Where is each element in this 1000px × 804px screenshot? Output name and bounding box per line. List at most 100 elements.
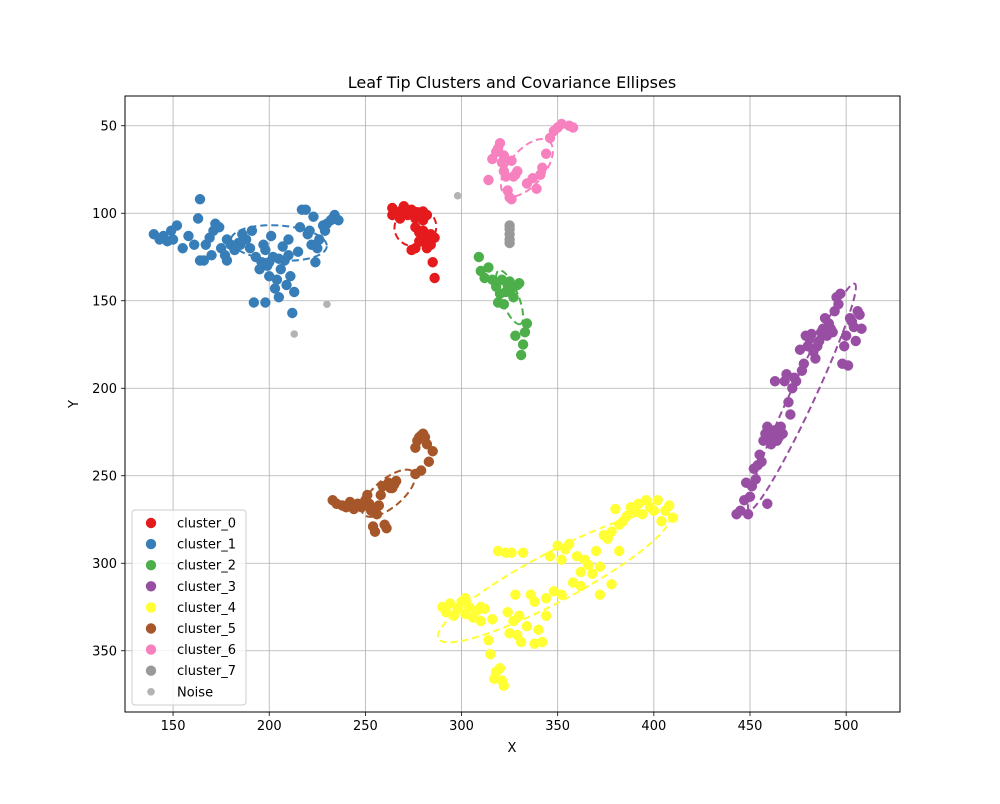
data-point-cluster_3 bbox=[842, 360, 854, 371]
data-point-cluster_1 bbox=[277, 241, 288, 252]
data-point-cluster_3 bbox=[839, 341, 850, 352]
data-point-cluster_7 bbox=[504, 237, 515, 249]
data-point-cluster_4 bbox=[610, 503, 621, 515]
data-point-cluster_1 bbox=[194, 194, 206, 205]
data-point-cluster_3 bbox=[854, 309, 865, 320]
data-point-cluster_4 bbox=[485, 649, 496, 660]
data-point-cluster_6 bbox=[506, 155, 517, 166]
data-point-cluster_1 bbox=[287, 307, 298, 319]
legend-label-cluster_0: cluster_0 bbox=[177, 517, 236, 532]
data-point-cluster_1 bbox=[281, 279, 292, 291]
data-point-cluster_3 bbox=[814, 335, 825, 347]
data-point-cluster_1 bbox=[265, 230, 277, 242]
data-point-cluster_1 bbox=[171, 220, 183, 231]
covariance-ellipse-cluster_2 bbox=[495, 269, 525, 326]
data-point-cluster_5 bbox=[373, 500, 385, 511]
data-point-cluster_2 bbox=[508, 292, 519, 303]
data-point-cluster_6 bbox=[498, 150, 510, 161]
data-point-cluster_4 bbox=[664, 500, 675, 511]
data-point-cluster_0 bbox=[417, 215, 429, 226]
data-point-cluster_3 bbox=[833, 299, 844, 310]
data-point-cluster_5 bbox=[362, 489, 373, 501]
data-point-cluster_1 bbox=[198, 255, 210, 266]
legend-label-cluster_5: cluster_5 bbox=[177, 622, 236, 637]
data-point-cluster_4 bbox=[475, 615, 486, 627]
y-tick-label: 200 bbox=[92, 382, 117, 397]
data-point-cluster_1 bbox=[271, 274, 283, 285]
legend-marker-cluster_6 bbox=[145, 644, 157, 655]
x-tick-label: 450 bbox=[738, 719, 763, 734]
data-point-cluster_3 bbox=[798, 358, 810, 369]
data-point-cluster_3 bbox=[850, 335, 861, 347]
data-point-cluster_0 bbox=[427, 257, 438, 268]
data-point-cluster_1 bbox=[283, 234, 294, 245]
data-point-cluster_2 bbox=[517, 339, 529, 350]
legend-label-cluster_6: cluster_6 bbox=[177, 643, 236, 658]
data-point-cluster_1 bbox=[167, 234, 179, 245]
x-axis-label: X bbox=[508, 741, 517, 756]
data-point-cluster_6 bbox=[506, 194, 517, 205]
data-point-cluster_6 bbox=[537, 162, 548, 173]
data-point-cluster_0 bbox=[402, 208, 413, 219]
data-point-cluster_4 bbox=[583, 559, 594, 571]
x-tick-label: 300 bbox=[449, 719, 474, 734]
y-tick-label: 250 bbox=[92, 469, 117, 484]
data-point-cluster_1 bbox=[285, 271, 296, 282]
legend-marker-cluster_5 bbox=[145, 623, 157, 634]
x-tick-label: 400 bbox=[641, 719, 666, 734]
data-point-cluster_4 bbox=[637, 509, 648, 520]
y-tick-label: 50 bbox=[100, 119, 117, 134]
x-tick-label: 150 bbox=[161, 719, 186, 734]
data-point-cluster_1 bbox=[221, 255, 233, 266]
data-point-cluster_4 bbox=[529, 638, 540, 649]
data-point-cluster_4 bbox=[594, 561, 606, 572]
data-point-cluster_3 bbox=[769, 376, 781, 387]
data-point-cluster_4 bbox=[510, 589, 521, 600]
plot-frame bbox=[124, 95, 901, 713]
data-point-cluster_1 bbox=[300, 204, 311, 215]
data-point-cluster_1 bbox=[310, 257, 321, 268]
data-point-cluster_4 bbox=[517, 547, 529, 558]
legend-marker-cluster_7 bbox=[145, 665, 157, 676]
data-point-cluster_2 bbox=[498, 299, 510, 310]
data-point-cluster_3 bbox=[783, 397, 794, 408]
data-point-cluster_1 bbox=[283, 250, 294, 261]
noise-point bbox=[453, 191, 462, 200]
data-point-cluster_4 bbox=[648, 505, 660, 516]
data-point-cluster_1 bbox=[289, 286, 300, 298]
data-point-cluster_4 bbox=[606, 579, 617, 590]
tick-layer: 150 200 250 300 350 400 450 500 50 100 150 200 250 30… bbox=[92, 119, 858, 734]
data-point-cluster_2 bbox=[514, 278, 525, 289]
data-point-cluster_4 bbox=[575, 580, 586, 592]
data-point-cluster_4 bbox=[540, 593, 552, 604]
legend-label-cluster_3: cluster_3 bbox=[177, 580, 236, 595]
data-point-cluster_5 bbox=[381, 523, 392, 534]
data-point-cluster_2 bbox=[510, 330, 521, 341]
y-tick-label: 150 bbox=[92, 294, 117, 309]
data-point-cluster_3 bbox=[827, 327, 838, 338]
data-point-cluster_4 bbox=[483, 635, 494, 646]
data-point-cluster_2 bbox=[504, 276, 515, 287]
data-point-cluster_5 bbox=[421, 439, 433, 450]
data-point-cluster_3 bbox=[750, 474, 761, 485]
data-point-cluster_1 bbox=[246, 225, 258, 236]
data-point-cluster_1 bbox=[235, 239, 246, 250]
data-point-cluster_0 bbox=[394, 213, 406, 224]
data-point-cluster_1 bbox=[260, 297, 271, 308]
y-tick-label: 300 bbox=[92, 557, 117, 572]
data-point-cluster_6 bbox=[531, 183, 542, 194]
data-point-cluster_6 bbox=[500, 171, 511, 182]
data-point-cluster_4 bbox=[529, 596, 540, 607]
data-point-cluster_6 bbox=[512, 166, 523, 177]
data-point-cluster_1 bbox=[260, 244, 271, 256]
y-tick-label: 100 bbox=[92, 207, 117, 222]
legend-marker-cluster_2 bbox=[145, 560, 157, 571]
data-point-cluster_3 bbox=[835, 288, 846, 299]
legend-label-cluster_4: cluster_4 bbox=[177, 601, 236, 616]
data-point-cluster_1 bbox=[304, 225, 315, 236]
data-point-cluster_4 bbox=[556, 589, 567, 600]
x-tick-label: 350 bbox=[545, 719, 570, 734]
data-point-cluster_4 bbox=[521, 621, 533, 632]
data-point-cluster_0 bbox=[421, 243, 433, 254]
data-point-cluster_4 bbox=[652, 495, 663, 506]
